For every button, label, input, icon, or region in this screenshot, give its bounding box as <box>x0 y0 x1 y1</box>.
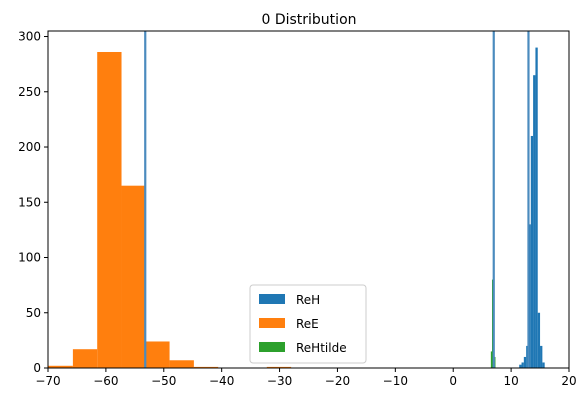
y-tick-label: 0 <box>33 361 41 375</box>
histogram-bar <box>48 365 73 368</box>
axes: −70 −60 −50 −40 −30 −20 −10 0 10 2005010015020025… <box>18 30 577 388</box>
histogram-bar <box>535 47 538 369</box>
histogram-bar <box>494 356 496 368</box>
x-tick-label: 20 <box>561 374 576 388</box>
x-tick-label: 0 <box>449 374 457 388</box>
y-tick-label: 150 <box>18 195 41 209</box>
x-tick-label: −50 <box>151 374 176 388</box>
x-tick-label: −30 <box>267 374 292 388</box>
histogram-bar <box>530 135 534 368</box>
histogram-bar <box>145 341 170 368</box>
y-tick-label: 300 <box>18 30 41 44</box>
x-tick-label: −20 <box>325 374 350 388</box>
histogram-bar <box>537 312 541 368</box>
histogram-bar <box>542 362 545 368</box>
histogram-bar <box>169 360 194 368</box>
histogram-bar <box>121 185 146 368</box>
x-tick-label: 10 <box>503 374 518 388</box>
y-tick-label: 50 <box>26 306 41 320</box>
x-tick-label: −10 <box>383 374 408 388</box>
x-tick-label: −70 <box>35 374 60 388</box>
histogram-bar <box>490 351 493 368</box>
histogram-bar <box>193 366 219 368</box>
histogram-bar <box>492 279 494 368</box>
legend-label: ReE <box>296 317 319 331</box>
histogram-bar <box>72 349 98 368</box>
x-tick-label: −40 <box>209 374 234 388</box>
legend-swatch <box>259 318 285 328</box>
y-tick-label: 250 <box>18 85 41 99</box>
histogram-bar <box>523 356 527 368</box>
histogram-bar <box>266 366 292 368</box>
x-tick-label: −60 <box>93 374 118 388</box>
plot-area <box>48 31 545 369</box>
axes-frame <box>47 30 570 369</box>
chart-title: 0 Distribution <box>261 12 356 28</box>
legend-label: ReH <box>296 293 320 307</box>
histogram-bar <box>528 224 531 368</box>
legend-label: ReHtilde <box>296 341 347 355</box>
histogram-bar <box>521 362 524 368</box>
y-tick-label: 200 <box>18 140 41 154</box>
series-reh <box>519 47 545 369</box>
histogram-bar <box>97 51 122 369</box>
y-tick-label: 100 <box>18 251 41 265</box>
series-ree <box>48 51 292 369</box>
histogram-bar <box>540 345 543 368</box>
legend-swatch <box>259 294 285 304</box>
histogram-bar <box>526 345 529 368</box>
legend-swatch <box>259 342 285 352</box>
histogram-bar <box>519 364 522 368</box>
legend: ReH ReE ReHtilde <box>249 284 367 364</box>
histogram-bar <box>533 75 536 369</box>
